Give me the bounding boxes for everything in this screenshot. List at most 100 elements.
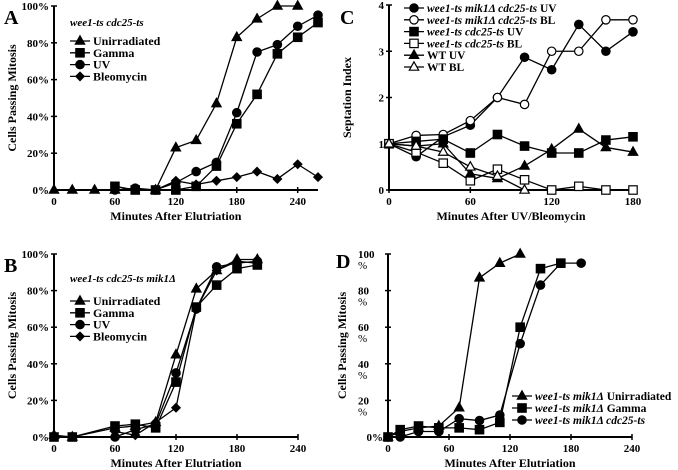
series-line [388, 143, 525, 191]
data-point [545, 142, 558, 154]
y-tick-label: 40% [358, 359, 370, 382]
series-line [53, 258, 258, 438]
legend-label: wee1-ts cdc25-ts BL [427, 38, 523, 50]
series-0 [48, 0, 304, 194]
legend-label: Gamma [93, 46, 134, 60]
legend-marker [409, 38, 419, 49]
panel-letter: C [340, 7, 354, 29]
data-point [492, 92, 503, 103]
y-tick-label: 20% [27, 395, 49, 407]
legend-treatment: Unirradiated [604, 391, 672, 403]
data-point [438, 158, 449, 168]
data-point [252, 166, 263, 177]
data-point [170, 141, 182, 152]
panel-letter: D [336, 251, 350, 273]
legend-title: wee1-ts cdc25-ts [70, 17, 144, 29]
y-tick-unit: % [358, 297, 367, 309]
x-tick-label: 120 [502, 443, 519, 455]
data-point [434, 426, 444, 437]
x-tick-label: 180 [563, 443, 580, 455]
data-point [464, 160, 477, 171]
x-tick-label: 60 [110, 443, 122, 455]
data-point [313, 10, 323, 20]
series-line [387, 262, 562, 438]
series-1 [383, 258, 566, 442]
y-tick-label: 60% [27, 322, 49, 334]
data-point [465, 175, 476, 186]
legend-label: WT UV [427, 50, 466, 62]
data-point [535, 280, 546, 290]
data-point [191, 303, 202, 314]
x-tick-label: 0 [386, 196, 392, 208]
y-axis-label: Septation Index [340, 57, 354, 138]
legend-label: wee1-ts mik1Δ cdc25-ts BL [427, 15, 556, 27]
legend-label: wee1-ts cdc25-ts UV [427, 27, 524, 39]
data-point [627, 145, 639, 156]
data-point [573, 181, 584, 192]
data-point [474, 415, 485, 426]
series-0 [382, 247, 526, 441]
legend-marker [75, 319, 85, 330]
y-tick-label: 20% [27, 148, 49, 160]
data-point [453, 401, 465, 412]
x-tick-label: 0 [51, 196, 57, 208]
data-point [410, 139, 422, 150]
data-point [231, 256, 243, 267]
panel-letter: A [4, 7, 19, 29]
data-point [573, 148, 584, 158]
data-point [231, 30, 243, 42]
data-point [535, 263, 546, 274]
data-point [49, 432, 59, 442]
x-tick-label: 180 [229, 443, 246, 455]
series-line [388, 143, 633, 191]
data-point [628, 27, 638, 37]
legend-label: wee1-ts mik1Δ cdc25-ts [535, 415, 646, 427]
data-point [272, 39, 283, 50]
x-tick-label: 60 [465, 196, 477, 208]
panel-letter: B [4, 255, 17, 277]
y-tick-label: 4 [379, 0, 385, 12]
legend-label: Unirradiated [93, 294, 161, 308]
data-point [272, 173, 283, 185]
legend-label: UV [93, 318, 111, 332]
data-point [251, 12, 263, 23]
data-point [495, 410, 505, 420]
data-point [519, 99, 530, 110]
data-point [170, 175, 181, 186]
data-point [601, 185, 611, 195]
legend-genotype: wee1-ts cdc25-ts [427, 27, 504, 39]
legend-marker [74, 71, 86, 82]
data-point [519, 175, 530, 185]
data-point [514, 247, 526, 258]
legend-treatment: Gamma [604, 403, 647, 415]
data-point [312, 172, 324, 183]
data-point [413, 426, 424, 437]
x-axis-label: Minutes After Elutriation [110, 456, 241, 470]
data-point [573, 46, 584, 57]
data-point [252, 47, 262, 57]
legend-treatment: BL [537, 15, 556, 27]
x-tick-label: 240 [289, 196, 306, 208]
legend-label: wee1-ts mik1Δ cdc25-ts UV [427, 3, 557, 15]
legend-marker [408, 60, 420, 71]
y-axis-label: Cells Passing Mitosis [5, 292, 19, 400]
y-tick-unit: % [358, 260, 367, 272]
series-3 [109, 256, 263, 441]
data-point [601, 14, 611, 25]
y-tick-value: 80 [358, 286, 370, 298]
legend-genotype: wee1-ts mik1Δ [535, 403, 604, 415]
data-point [191, 179, 202, 190]
y-tick-label: 0% [33, 432, 50, 444]
legend-marker [75, 308, 85, 318]
data-point [130, 183, 141, 193]
data-point [494, 256, 506, 267]
y-tick-label: 1 [379, 139, 385, 151]
data-point [109, 426, 121, 437]
x-tick-label: 120 [543, 196, 560, 208]
legend-genotype: wee1-ts mik1Δ cdc25-ts [427, 3, 538, 15]
y-axis-label: Cells Passing Mitosis [5, 44, 19, 152]
legend-treatment: UV [537, 3, 557, 15]
data-point [291, 0, 304, 10]
